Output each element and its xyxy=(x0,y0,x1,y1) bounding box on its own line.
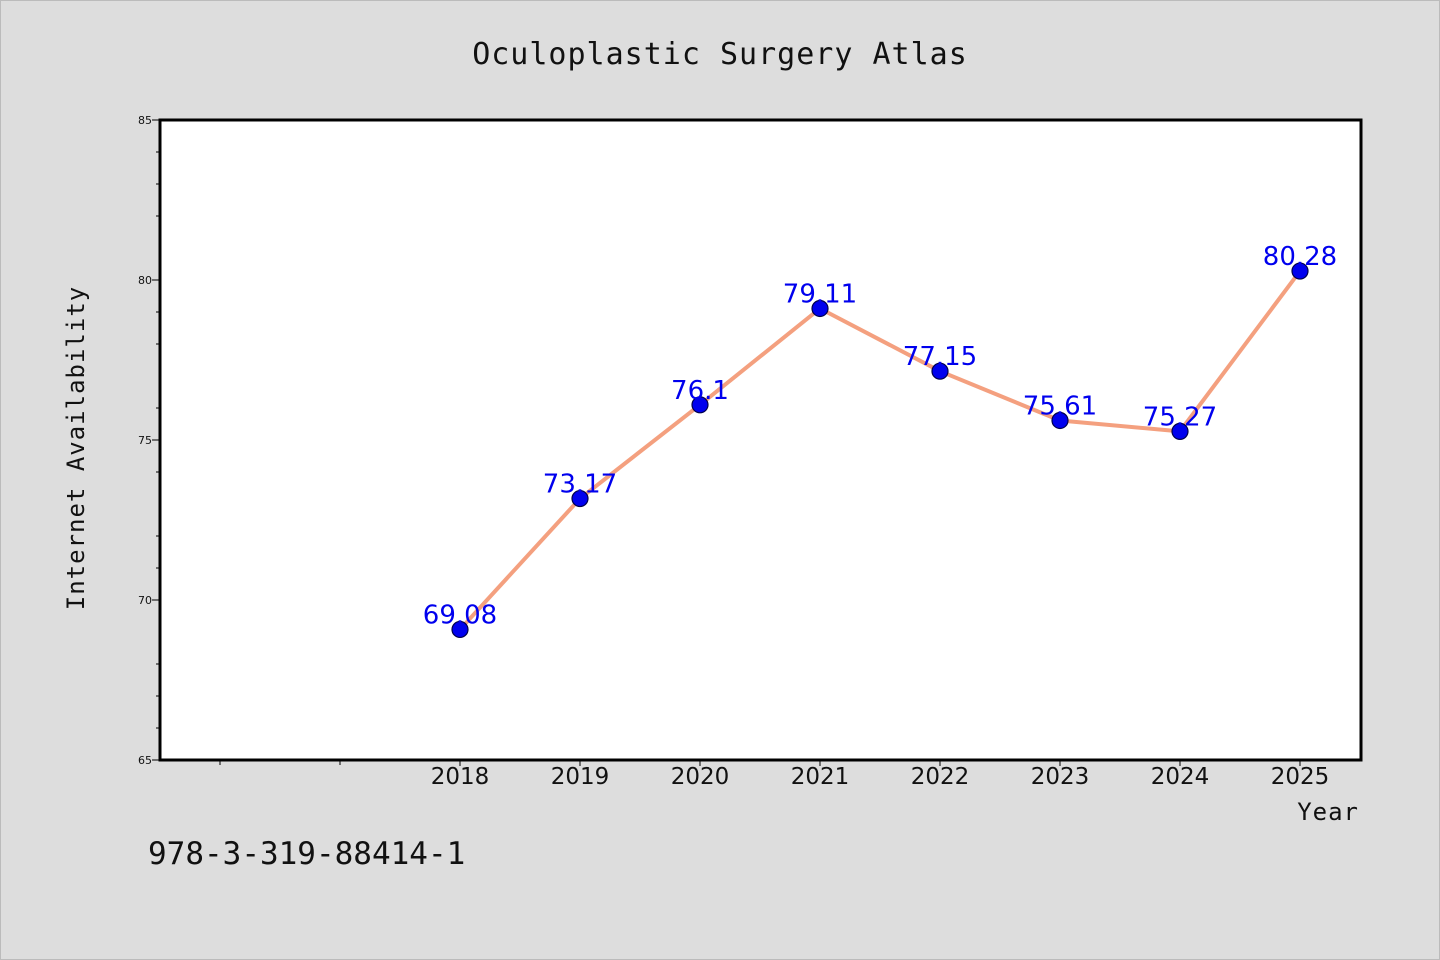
plot-frame xyxy=(158,118,1363,762)
isbn-footer: 978-3-319-88414-1 xyxy=(148,836,465,872)
data-point-label: 73.17 xyxy=(543,470,617,500)
data-point-marker xyxy=(691,396,709,414)
data-point-label: 75.27 xyxy=(1143,402,1217,432)
data-point-marker xyxy=(1171,422,1189,440)
x-tick-label: 2019 xyxy=(551,764,610,790)
data-point-marker xyxy=(1291,262,1309,280)
x-tick-label: 2023 xyxy=(1031,764,1090,790)
data-point-label: 79.11 xyxy=(783,279,857,309)
chart-title: Oculoplastic Surgery Atlas xyxy=(472,37,968,72)
y-tick-label: 65 xyxy=(138,754,152,767)
series-line xyxy=(458,269,1302,632)
plot-area xyxy=(160,120,1361,760)
x-tick-label: 2025 xyxy=(1271,764,1330,790)
x-tick-label: 2018 xyxy=(431,764,490,790)
data-point-marker xyxy=(811,299,829,318)
x-tick-label: 2021 xyxy=(791,764,850,790)
y-tick-label: 75 xyxy=(138,434,152,447)
data-point-label: 80.28 xyxy=(1263,242,1337,272)
y-axis-label: Internet Availability xyxy=(62,286,90,610)
y-tick-label: 85 xyxy=(138,114,152,127)
x-axis-label: Year xyxy=(1297,798,1359,826)
y-tick-label: 70 xyxy=(138,594,152,607)
x-tick-label: 2024 xyxy=(1151,764,1210,790)
y-tick-label: 80 xyxy=(138,274,152,287)
data-point-marker xyxy=(571,489,589,508)
data-point-label: 77.15 xyxy=(903,342,977,372)
data-markers xyxy=(451,262,1309,639)
data-point-label: 69.08 xyxy=(423,600,497,630)
data-point-label: 75.61 xyxy=(1023,391,1097,421)
axes: 65 70 75 80 85 2018 2019 2020 2021 2022 2023 2024 20… xyxy=(138,114,1329,790)
data-point-label: 76.1 xyxy=(671,376,729,406)
x-tick-label: 2020 xyxy=(671,764,730,790)
data-point-marker xyxy=(1051,411,1069,430)
data-point-marker xyxy=(451,620,469,639)
data-labels: 69.08 73.17 76.1 79.11 77.15 75.61 75.27 80.28 xyxy=(423,242,1337,630)
data-point-marker xyxy=(931,362,949,380)
x-tick-label: 2022 xyxy=(911,764,970,790)
